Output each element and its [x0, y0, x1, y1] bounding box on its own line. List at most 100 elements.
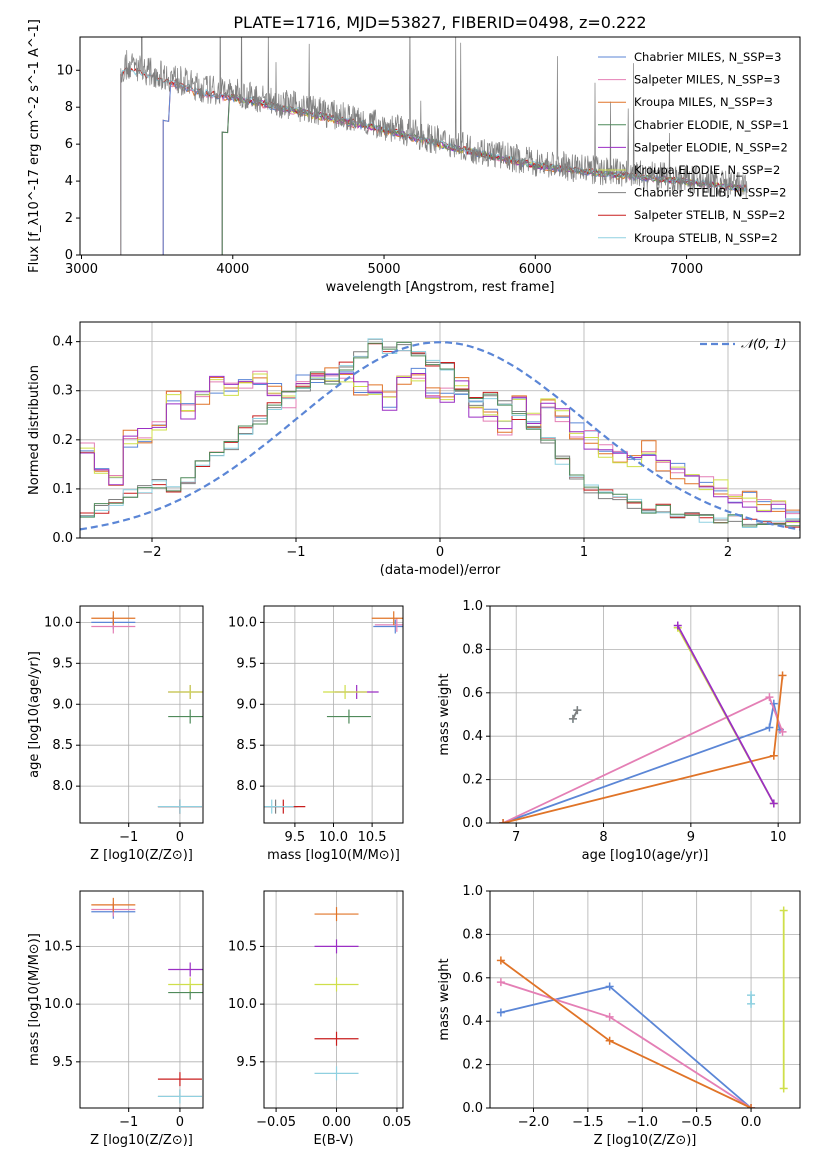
y-tick-label: 10.0	[44, 615, 73, 630]
y-tick-label: 8	[65, 100, 73, 115]
y-tick-label: 0.2	[462, 1058, 483, 1073]
weight-line	[502, 703, 781, 823]
x-tick-label: −2.0	[518, 1115, 550, 1130]
y-tick-label: 10	[56, 63, 73, 78]
legend-entry: 𝒩(0, 1)	[741, 336, 787, 351]
legend-entry: Salpeter STELIB, N_SSP=2	[634, 208, 785, 222]
y-tick-label: 0.2	[52, 433, 73, 448]
axes-frame	[79, 890, 204, 1109]
y-tick-label: 10.0	[228, 997, 257, 1012]
axes-frame	[79, 605, 204, 824]
y-tick-label: 8.0	[236, 779, 257, 794]
x-tick-label: 10.5	[358, 830, 387, 845]
x-axis-label: E(B-V)	[313, 1133, 353, 1148]
legend-entry: Chabrier MILES, N_SSP=3	[634, 50, 781, 64]
weight-line	[500, 959, 752, 1108]
y-tick-label: 6	[65, 137, 73, 152]
x-axis-label: wavelength [Angstrom, rest frame]	[326, 280, 555, 295]
x-tick-label: 9	[687, 830, 695, 845]
y-tick-label: 0.2	[462, 773, 483, 788]
legend-entry: Kroupa MILES, N_SSP=3	[634, 95, 773, 109]
weight-lines	[499, 621, 787, 823]
legend-entry: Salpeter MILES, N_SSP=3	[634, 73, 780, 87]
x-tick-label: 0.05	[382, 1115, 411, 1130]
y-tick-label: 0	[65, 248, 73, 263]
y-tick-label: 9.0	[52, 697, 73, 712]
x-tick-label: 0	[436, 545, 444, 560]
x-tick-label: 2	[724, 545, 732, 560]
hist-step	[80, 372, 800, 522]
y-tick-label: 0.8	[462, 642, 483, 657]
y-tick-label: 4	[65, 174, 73, 189]
y-tick-label: 1.0	[462, 599, 483, 614]
x-tick-label: −1.5	[572, 1115, 604, 1130]
panel-Z-weight: −2.0 −1.5 −1.0 −0.5 0.0 0.0 0.2 0.4 0.6 0.8 1.0 Z […	[437, 884, 801, 1148]
x-axis-label: mass [log10(M/M⊙)]	[267, 848, 400, 863]
weight-line	[676, 625, 775, 804]
legend-entry: Kroupa STELIB, N_SSP=2	[634, 231, 778, 245]
panel-Z-age: −1 0 8.0 8.5 9.0 9.5 10.0 Z [log10(Z/Z⊙)] age [l…	[27, 605, 204, 863]
y-tick-label: 0.3	[52, 384, 73, 399]
axes-frame	[489, 890, 801, 1109]
y-axis-label: age [log10(age/yr)]	[27, 651, 42, 778]
scatter-points	[314, 907, 359, 1081]
axes-frame	[263, 890, 404, 1109]
spectrum-lines	[120, 37, 748, 255]
y-tick-label: 9.5	[52, 1055, 73, 1070]
y-tick-label: 2	[65, 211, 73, 226]
weight-lines	[496, 906, 788, 1108]
x-axis-label: age [log10(age/yr)]	[582, 848, 709, 863]
x-tick-label: −0.5	[681, 1115, 713, 1130]
y-tick-label: 0.1	[52, 482, 73, 497]
y-axis-label: mass weight	[437, 958, 452, 1040]
y-tick-label: 10.0	[44, 997, 73, 1012]
figure-title: PLATE=1716, MJD=53827, FIBERID=0498, z=0…	[233, 13, 646, 32]
x-tick-label: −1	[119, 1115, 138, 1130]
x-tick-label: 4000	[216, 262, 249, 277]
x-tick-label: 6000	[519, 262, 552, 277]
y-tick-label: 0.4	[462, 729, 483, 744]
x-tick-label: 0.0	[741, 1115, 762, 1130]
scatter-points	[264, 611, 403, 814]
x-tick-label: 0	[176, 830, 184, 845]
weight-line	[502, 675, 784, 823]
y-tick-label: 8.5	[52, 738, 73, 753]
hist-step	[80, 341, 800, 527]
weight-line	[502, 695, 784, 823]
y-tick-label: 9.5	[236, 1055, 257, 1070]
y-axis-label: Normed distribution	[27, 365, 42, 495]
panel-residuals: −2 −1 0 1 2 0.0 0.1 0.2 0.3 0.4 (data-model)/error…	[27, 321, 801, 578]
x-tick-label: 7	[512, 830, 520, 845]
y-tick-label: 0.6	[462, 971, 483, 986]
scatter-points	[91, 897, 203, 1104]
x-tick-label: −2	[142, 545, 161, 560]
scatter-points	[91, 611, 203, 814]
x-tick-label: 8	[599, 830, 607, 845]
panel-mass-age: 9.5 10.0 10.5 8.0 8.5 9.0 9.5 10.0 mass [log10(M…	[228, 605, 404, 863]
normal-curve	[80, 341, 800, 531]
y-tick-label: 0.4	[52, 335, 73, 350]
x-tick-label: 1	[580, 545, 588, 560]
y-tick-label: 0.4	[462, 1014, 483, 1029]
x-tick-label: 9.5	[285, 830, 306, 845]
x-tick-label: −1	[286, 545, 305, 560]
legend-entry: Salpeter ELODIE, N_SSP=2	[634, 140, 788, 154]
y-tick-label: 8.5	[236, 738, 257, 753]
panel-Z-mass: −1 0 9.5 10.0 10.5 Z [log10(Z/Z⊙)] mass [log10…	[27, 890, 204, 1148]
y-tick-label: 8.0	[52, 779, 73, 794]
panel-age-weight: 7 8 9 10 0.0 0.2 0.4 0.6 0.8 1.0 age [log10(age/yr…	[437, 599, 801, 863]
axes-frame	[79, 36, 801, 256]
panel-spectrum: 3000 4000 5000 6000 7000 0 2 4 6 8 10 wavelength [A…	[27, 19, 801, 295]
hist-step	[80, 367, 800, 512]
y-axis-label: Flux [f_λ10^-17 erg cm^-2 s^-1 A^-1]	[27, 19, 42, 273]
y-tick-label: 0.6	[462, 686, 483, 701]
y-tick-label: 9.0	[236, 697, 257, 712]
y-tick-label: 9.5	[52, 656, 73, 671]
hist-lines	[80, 338, 800, 531]
x-axis-label: Z [log10(Z/Z⊙)]	[594, 1133, 697, 1148]
x-tick-label: 10	[770, 830, 787, 845]
x-tick-label: −0.05	[256, 1115, 296, 1130]
axes-frame	[489, 605, 801, 824]
